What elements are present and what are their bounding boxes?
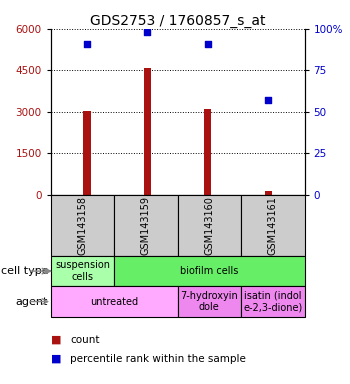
Point bbox=[265, 97, 271, 103]
Text: GSM143159: GSM143159 bbox=[141, 196, 151, 255]
Point bbox=[145, 29, 150, 35]
Text: GSM143160: GSM143160 bbox=[204, 196, 214, 255]
Bar bbox=[51, 195, 114, 256]
Text: count: count bbox=[70, 335, 99, 345]
Bar bbox=[177, 195, 241, 256]
Bar bbox=[83, 111, 91, 195]
Point bbox=[84, 41, 90, 47]
Text: untreated: untreated bbox=[90, 296, 138, 306]
Bar bbox=[265, 191, 272, 195]
Text: GSM143161: GSM143161 bbox=[268, 196, 278, 255]
Text: isatin (indol
e-2,3-dione): isatin (indol e-2,3-dione) bbox=[243, 291, 302, 312]
Bar bbox=[241, 195, 304, 256]
Bar bbox=[204, 109, 211, 195]
Text: agent: agent bbox=[16, 296, 48, 306]
Point bbox=[205, 41, 211, 47]
Text: GSM143158: GSM143158 bbox=[77, 196, 88, 255]
Text: 7-hydroxyin
dole: 7-hydroxyin dole bbox=[181, 291, 238, 312]
Text: suspension
cells: suspension cells bbox=[55, 260, 110, 282]
Bar bbox=[114, 256, 304, 286]
Bar bbox=[114, 195, 177, 256]
Text: cell type: cell type bbox=[1, 266, 48, 276]
Bar bbox=[51, 256, 114, 286]
Text: ■: ■ bbox=[51, 354, 61, 364]
Title: GDS2753 / 1760857_s_at: GDS2753 / 1760857_s_at bbox=[90, 14, 265, 28]
Bar bbox=[51, 286, 177, 317]
Text: biofilm cells: biofilm cells bbox=[180, 266, 239, 276]
Bar bbox=[144, 68, 151, 195]
Bar bbox=[177, 286, 241, 317]
Bar bbox=[241, 286, 304, 317]
Text: percentile rank within the sample: percentile rank within the sample bbox=[70, 354, 246, 364]
Text: ■: ■ bbox=[51, 335, 61, 345]
